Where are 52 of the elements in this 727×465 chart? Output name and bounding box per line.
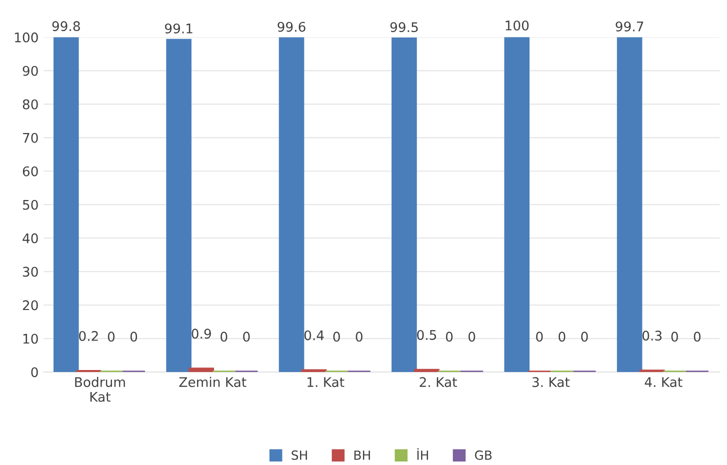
data-label: 0 <box>558 332 566 342</box>
legend-label: BH <box>354 450 370 460</box>
x-tick-label: Zemin Kat <box>179 376 246 388</box>
data-label: 0 <box>333 332 340 342</box>
bar <box>166 38 192 372</box>
y-tick-label: 0 <box>31 367 38 378</box>
legend-label: GB <box>474 450 492 460</box>
data-label: 0 <box>581 332 588 342</box>
data-label: 99.1 <box>164 24 192 34</box>
data-label: 0 <box>356 332 362 342</box>
y-tick-label: 60 <box>22 166 38 176</box>
y-tick-label: 80 <box>22 99 38 110</box>
x-tick-label: Bodrum Kat <box>75 376 125 402</box>
data-label: 0.2 <box>79 331 98 341</box>
x-tick-label: 3. Kat <box>532 377 570 388</box>
data-label: 0 <box>671 332 678 342</box>
x-tick-label: 4. Kat <box>644 377 682 388</box>
data-label: 99.7 <box>616 22 644 32</box>
data-label: 0 <box>243 332 250 342</box>
data-label: 99.6 <box>278 22 306 32</box>
data-label: 0 <box>108 332 115 342</box>
data-label: 0.3 <box>642 330 662 341</box>
y-tick-label: 70 <box>23 132 38 143</box>
data-label: 0.5 <box>417 330 436 340</box>
bar <box>278 37 304 372</box>
y-tick-label: 90 <box>22 66 38 76</box>
bar <box>616 37 642 372</box>
bar <box>504 37 530 372</box>
data-label: 0 <box>446 332 453 342</box>
data-label: 0 <box>220 332 228 342</box>
data-label: 99.8 <box>52 21 80 32</box>
bar <box>188 368 214 372</box>
y-tick-label: 50 <box>22 200 38 210</box>
y-tick-label: 30 <box>22 266 38 277</box>
bar <box>392 37 417 372</box>
data-label: 99.5 <box>390 22 418 32</box>
data-label: 0 <box>694 332 701 342</box>
x-tick-label: 2. Kat <box>420 377 457 388</box>
data-label: 0.9 <box>192 328 211 339</box>
bar <box>54 37 79 372</box>
data-label: 0.4 <box>304 330 324 340</box>
x-tick-label: 1. Kat <box>308 377 344 388</box>
data-label: 100 <box>506 20 529 30</box>
data-label: 0 <box>130 332 138 342</box>
y-tick-label: 10 <box>23 334 38 344</box>
y-tick-label: 100 <box>15 32 38 42</box>
legend-label: SH <box>292 450 307 460</box>
data-label: 0 <box>468 332 476 342</box>
legend-label: İH <box>417 448 428 460</box>
y-tick-label: 40 <box>22 233 38 244</box>
data-label: 0 <box>536 332 543 342</box>
y-tick-label: 20 <box>22 300 38 310</box>
